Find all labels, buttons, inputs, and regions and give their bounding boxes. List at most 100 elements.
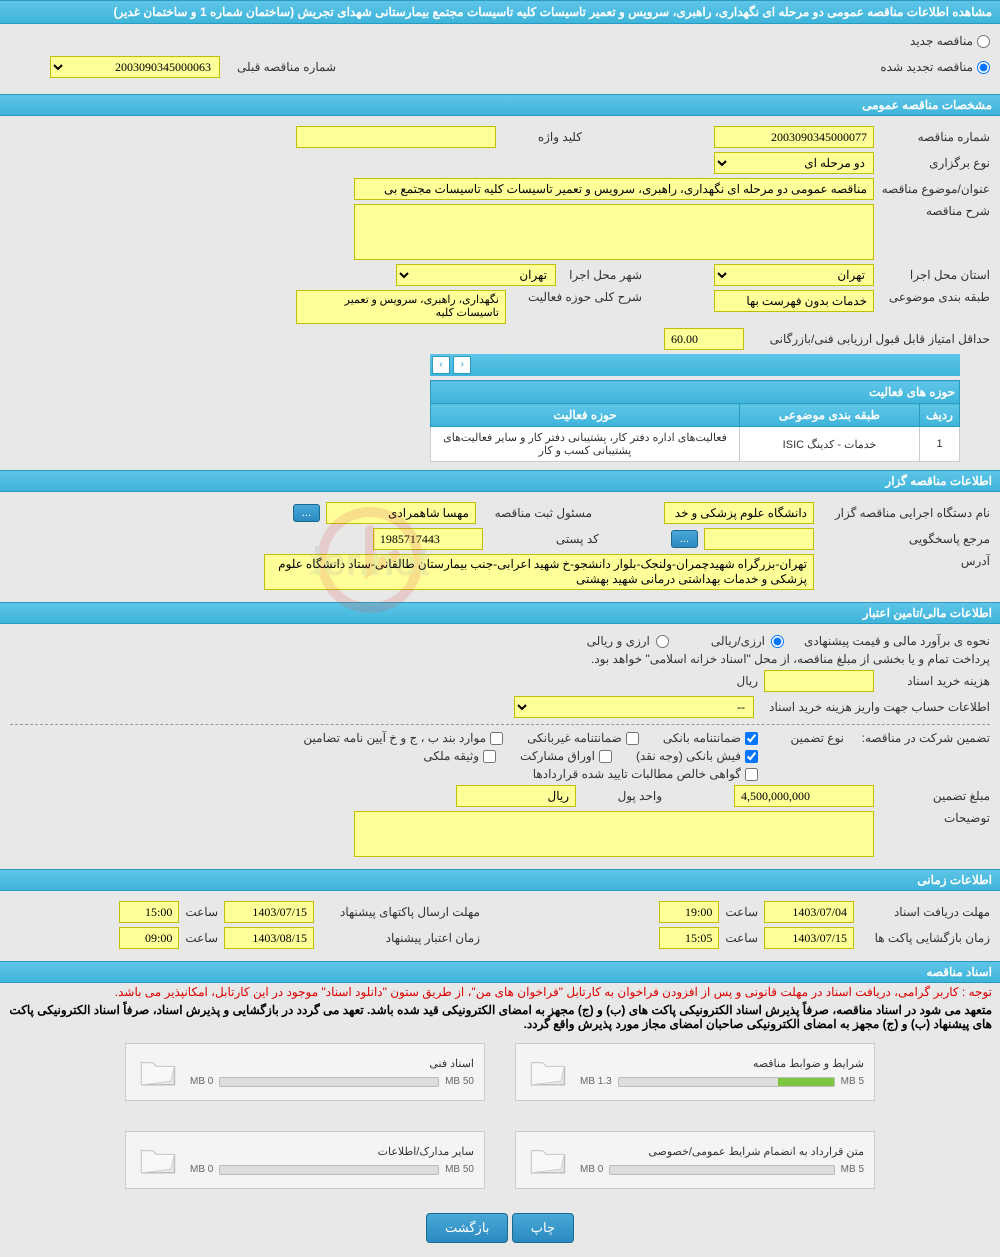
section-timing: اطلاعات زمانی — [0, 869, 1000, 891]
radio-arzriyal-label: ارزی و ریالی — [587, 634, 650, 648]
tender-mode-block: مناقصه جدید مناقصه تجدید شده شماره مناقص… — [0, 24, 1000, 92]
account-select[interactable]: -- — [514, 696, 754, 718]
send-label: مهلت ارسال پاکتهای پیشنهاد — [320, 905, 480, 919]
unit-field[interactable] — [456, 785, 576, 807]
general-block: شماره مناقصه کلید واژه نوع برگزاری دو مر… — [0, 116, 1000, 468]
doc-size: 0 MB — [580, 1164, 603, 1175]
col-scope: حوزه فعالیت — [431, 404, 740, 427]
postal-field[interactable] — [373, 528, 483, 550]
button-row: چاپ بازگشت — [0, 1199, 1000, 1257]
subject-label: عنوان/موضوع مناقصه — [880, 182, 990, 196]
desc-field[interactable] — [354, 204, 874, 260]
activity-header: حوزه های فعالیت — [431, 381, 960, 404]
chk-nonbank-guarantee[interactable] — [626, 732, 639, 745]
prev-number-select[interactable]: 2003090345000063 — [50, 56, 220, 78]
send-time[interactable] — [119, 901, 179, 923]
receive-time[interactable] — [659, 901, 719, 923]
hour-label-3: ساعت — [185, 905, 218, 919]
open-label: زمان بازگشایی پاکت ها — [860, 931, 990, 945]
send-date[interactable] — [224, 901, 314, 923]
tender-number-field[interactable] — [714, 126, 874, 148]
address-field[interactable]: تهران-بزرگراه شهیدچمران-ولنجک-بلوار دانش… — [264, 554, 814, 590]
min-score-field[interactable] — [664, 328, 744, 350]
chk-cash[interactable] — [745, 750, 758, 763]
radio-arz-label: ارزی/ریالی — [711, 634, 765, 648]
section-holder: اطلاعات مناقصه گزار — [0, 470, 1000, 492]
responder-more-button[interactable]: ... — [671, 530, 698, 548]
print-button[interactable]: چاپ — [512, 1213, 574, 1243]
pag-next-icon[interactable]: › — [432, 356, 450, 374]
chk-property[interactable] — [483, 750, 496, 763]
chk-claims-cert[interactable] — [745, 768, 758, 781]
doc-card[interactable]: اسناد فنی 50 MB 0 MB — [125, 1043, 485, 1101]
doc-cost-field[interactable] — [764, 670, 874, 692]
doc-max: 50 MB — [445, 1164, 474, 1175]
responder-field[interactable] — [704, 528, 814, 550]
docs-block: توجه : کاربر گرامی، دریافت اسناد در مهلت… — [0, 983, 1000, 1199]
scope-label: شرح کلی حوزه فعالیت — [512, 290, 642, 304]
type-label: نوع برگزاری — [880, 156, 990, 170]
doc-card[interactable]: متن قرارداد به انضمام شرایط عمومی/خصوصی … — [515, 1131, 875, 1189]
separator — [10, 724, 990, 725]
radio-renewed[interactable] — [977, 61, 990, 74]
chk-bonds[interactable] — [599, 750, 612, 763]
col-row: ردیف — [920, 404, 960, 427]
progress-bar — [219, 1077, 439, 1087]
doc-size: 1.3 MB — [580, 1076, 612, 1087]
keyword-field[interactable] — [296, 126, 496, 148]
table-row: 1 خدمات - کدینگ ISIC فعالیت‌های اداره دف… — [431, 427, 960, 462]
doc-card[interactable]: شرایط و ضوابط مناقصه 5 MB 1.3 MB — [515, 1043, 875, 1101]
radio-arz[interactable] — [771, 635, 784, 648]
folder-icon — [136, 1050, 180, 1094]
pag-prev-icon[interactable]: ‹ — [453, 356, 471, 374]
section-docs: اسناد مناقصه — [0, 961, 1000, 983]
doc-max: 50 MB — [445, 1076, 474, 1087]
valid-date[interactable] — [224, 927, 314, 949]
guarantee-type-label: نوع تضمین — [764, 731, 844, 745]
postal-label: کد پستی — [489, 532, 599, 546]
progress-bar — [618, 1077, 835, 1087]
doc-card[interactable]: سایر مدارک/اطلاعات 50 MB 0 MB — [125, 1131, 485, 1189]
unit-label: واحد پول — [582, 789, 662, 803]
city-select[interactable]: تهران — [396, 264, 556, 286]
progress-bar — [609, 1165, 834, 1175]
doc-title: سایر مدارک/اطلاعات — [190, 1145, 474, 1158]
registrar-label: مسئول ثبت مناقصه — [482, 506, 592, 520]
riyal-label: ریال — [736, 674, 758, 688]
radio-new[interactable] — [977, 35, 990, 48]
section-finance: اطلاعات مالی/تامین اعتبار — [0, 602, 1000, 624]
notes-field[interactable] — [354, 811, 874, 857]
open-date[interactable] — [764, 927, 854, 949]
number-label: شماره مناقصه — [880, 130, 990, 144]
valid-time[interactable] — [119, 927, 179, 949]
radio-arzriyal[interactable] — [656, 635, 669, 648]
radio-new-label: مناقصه جدید — [910, 34, 973, 48]
account-label: اطلاعات حساب جهت واریز هزینه خرید اسناد — [760, 700, 990, 714]
amount-field[interactable] — [734, 785, 874, 807]
category-field[interactable] — [714, 290, 874, 312]
exec-field[interactable] — [664, 502, 814, 524]
receive-date[interactable] — [764, 901, 854, 923]
registrar-more-button[interactable]: ... — [293, 504, 320, 522]
back-button[interactable]: بازگشت — [426, 1213, 508, 1243]
category-label: طبقه بندی موضوعی — [880, 290, 990, 304]
method-label: نحوه ی برآورد مالی و قیمت پیشنهادی — [790, 634, 990, 648]
doc-size: 0 MB — [190, 1076, 213, 1087]
amount-label: مبلغ تضمین — [880, 789, 990, 803]
chk-bank-guarantee[interactable] — [745, 732, 758, 745]
city-label: شهر محل اجرا — [562, 268, 642, 282]
open-time[interactable] — [659, 927, 719, 949]
treasury-note: پرداخت تمام و یا بخشی از مبلغ مناقصه، از… — [591, 652, 990, 666]
subject-field[interactable] — [354, 178, 874, 200]
hour-label-2: ساعت — [725, 931, 758, 945]
min-score-label: حداقل امتیاز قابل قبول ارزیابی فنی/بازرگ… — [750, 332, 990, 346]
prev-number-label: شماره مناقصه قبلی — [226, 60, 336, 74]
type-select[interactable]: دو مرحله ای — [714, 152, 874, 174]
scope-field[interactable]: نگهداری، راهبری، سرویس و تعمیر تاسیسات ک… — [296, 290, 506, 324]
folder-icon — [526, 1138, 570, 1182]
doc-cost-label: هزینه خرید اسناد — [880, 674, 990, 688]
chk-regulation-items[interactable] — [490, 732, 503, 745]
doc-title: متن قرارداد به انضمام شرایط عمومی/خصوصی — [580, 1145, 864, 1158]
registrar-field[interactable] — [326, 502, 476, 524]
province-select[interactable]: تهران — [714, 264, 874, 286]
